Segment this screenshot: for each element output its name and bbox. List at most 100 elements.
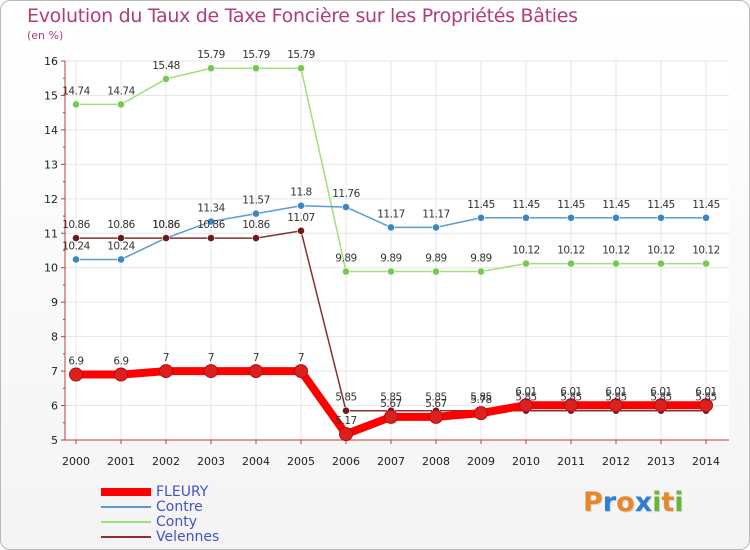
data-point-conty [612,259,620,268]
x-tick-label: 2005 [287,455,315,468]
data-label-velennes: 10.86 [152,219,180,231]
data-label-fleury: 7 [208,352,214,364]
y-tick-label: 6 [51,400,58,413]
data-point-contre [567,213,575,222]
data-label-conty: 14.74 [62,85,90,97]
data-point-conty [387,267,395,276]
data-label-fleury: 7 [163,352,169,364]
data-label-conty: 15.79 [242,49,270,61]
data-label-conty: 10.12 [647,245,675,257]
data-label-contre: 11.45 [647,199,675,211]
data-label-conty: 14.74 [107,85,135,97]
data-point-conty [567,259,575,268]
data-label-contre: 11.45 [692,199,720,211]
x-tick-label: 2007 [377,455,405,468]
data-point-fleury [114,367,128,382]
logo-letter: i [674,487,684,518]
legend-label: Conty [156,514,197,530]
legend-label: FLEURY [156,484,209,500]
data-label-conty: 15.79 [287,49,315,61]
data-label-conty: 10.12 [602,245,630,257]
data-label-fleury: 6.9 [113,356,128,368]
x-tick-label: 2011 [557,455,585,468]
x-tick-label: 2010 [512,455,540,468]
data-label-velennes: 10.86 [62,219,90,231]
data-point-velennes [252,234,260,242]
data-label-velennes: 10.86 [107,219,135,231]
y-tick-label: 16 [44,55,58,68]
data-label-contre: 11.45 [467,199,495,211]
legend-label: Velennes [156,529,220,545]
data-label-contre: 11.34 [197,203,225,215]
data-point-contre [657,213,665,222]
data-point-velennes [207,234,215,242]
legend-item-velennes: Velennes [101,530,281,545]
data-point-contre [342,203,350,211]
data-label-conty: 10.12 [692,245,720,257]
data-point-conty [252,64,260,73]
legend: FLEURY Contre Conty Velennes [101,485,281,545]
data-point-velennes [72,234,80,242]
data-point-fleury [699,398,713,413]
data-point-conty [297,64,305,73]
data-label-fleury: 5.67 [425,398,446,410]
data-label-conty: 9.89 [380,253,401,265]
data-point-contre [252,209,260,218]
x-tick-label: 2004 [242,455,270,468]
data-point-contre [612,213,620,222]
x-tick-label: 2000 [62,455,90,468]
data-point-fleury [384,409,398,424]
data-label-contre: 11.45 [512,199,540,211]
y-tick-label: 7 [51,365,58,378]
legend-swatch [101,488,151,496]
proxiti-logo[interactable]: Proxiti [583,487,684,518]
data-label-fleury: 7 [253,352,259,364]
data-label-velennes: 5.85 [425,392,446,404]
data-label-fleury: 5.78 [470,394,491,406]
data-label-velennes: 5.85 [470,392,491,404]
data-point-fleury [69,367,83,382]
logo-letter: P [583,487,603,518]
data-point-fleury [519,398,533,413]
data-label-contre: 11.45 [557,199,585,211]
data-label-contre: 11.45 [602,199,630,211]
data-label-conty: 15.79 [197,49,225,61]
data-point-contre [432,223,440,232]
chart-title: Evolution du Taux de Taxe Foncière sur l… [27,5,578,27]
data-label-velennes: 5.85 [695,392,716,404]
data-point-conty [72,100,80,109]
data-label-fleury: 6.01 [695,386,716,398]
data-point-fleury [429,409,443,424]
data-label-velennes: 5.85 [335,392,356,404]
data-point-contre [207,217,215,226]
legend-swatch [101,521,151,523]
data-point-contre [387,223,395,232]
data-label-conty: 10.12 [557,245,585,257]
data-point-contre [72,255,80,264]
y-tick-label: 9 [51,296,58,309]
data-point-fleury [249,364,263,379]
data-point-contre [297,201,305,210]
data-label-contre: 10.24 [62,240,90,252]
logo-letter: i [652,487,662,518]
data-label-fleury: 6.01 [515,386,536,398]
y-tick-label: 12 [44,193,58,206]
data-label-fleury: 6.01 [560,386,581,398]
data-point-fleury [474,406,488,421]
data-label-fleury: 5.67 [380,398,401,410]
data-point-velennes [342,406,350,415]
data-label-conty: 9.89 [335,253,356,265]
data-point-conty [432,267,440,276]
y-tick-label: 5 [51,434,58,447]
logo-letter: r [602,487,617,518]
y-tick-label: 11 [44,227,58,240]
data-point-fleury [204,364,218,379]
data-point-fleury [294,364,308,379]
y-tick-label: 8 [51,331,58,344]
data-label-contre: 11.57 [242,195,270,207]
y-tick-label: 13 [44,158,58,171]
data-point-velennes [162,234,170,242]
legend-swatch [101,536,151,538]
data-label-conty: 10.12 [512,245,540,257]
